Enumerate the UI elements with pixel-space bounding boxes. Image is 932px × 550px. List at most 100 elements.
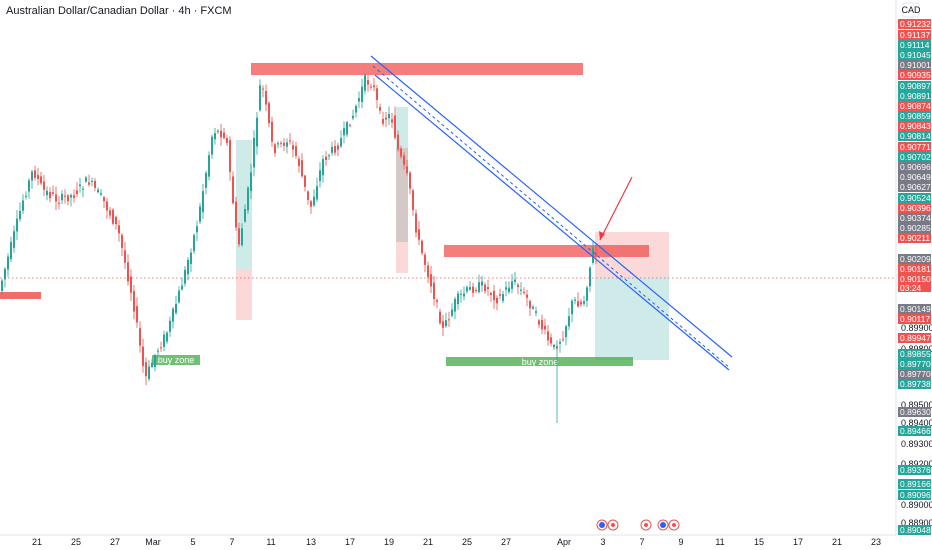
candle-body bbox=[10, 241, 12, 260]
candle-body bbox=[478, 282, 480, 293]
candle-body bbox=[193, 235, 195, 251]
plot-area[interactable]: buy zone buy zone bbox=[0, 55, 896, 531]
candle-body bbox=[244, 209, 246, 222]
buy-zone-right bbox=[446, 357, 633, 366]
price-label: 0.89166 bbox=[900, 479, 931, 489]
event-au-flag bbox=[599, 522, 605, 528]
price-label-bg bbox=[898, 333, 931, 343]
price-label: 0.90209 bbox=[900, 254, 931, 264]
candle-body bbox=[460, 293, 462, 295]
channel-upper-line[interactable] bbox=[370, 55, 733, 358]
price-label: 0.89770 bbox=[900, 359, 931, 369]
price-label: 0.90843 bbox=[900, 121, 931, 131]
candle-body bbox=[247, 187, 249, 211]
candle-body bbox=[7, 256, 9, 270]
candle-body bbox=[430, 274, 432, 287]
price-label-bg bbox=[898, 111, 931, 121]
candle-body bbox=[412, 190, 414, 211]
resistance-zone-top bbox=[251, 63, 583, 75]
short-position-target bbox=[595, 278, 669, 360]
candle-body bbox=[196, 226, 198, 233]
price-label: 0.90285 bbox=[900, 223, 931, 233]
countdown-label: 03:24 bbox=[900, 283, 922, 293]
red-arrow[interactable] bbox=[599, 176, 633, 241]
price-label: 0.89096 bbox=[900, 490, 931, 500]
candle-body bbox=[313, 196, 315, 206]
price-label-bg bbox=[898, 359, 931, 369]
candle-body bbox=[310, 201, 312, 207]
candle-body bbox=[481, 281, 483, 286]
candle-body bbox=[94, 181, 96, 188]
price-label: 0.90702 bbox=[900, 152, 931, 162]
candle-body bbox=[289, 140, 291, 142]
y-tick-label: 0.88900 bbox=[901, 518, 932, 528]
candle-body bbox=[58, 202, 60, 204]
candle-body bbox=[169, 320, 171, 332]
candle-body bbox=[406, 166, 408, 173]
candle-body bbox=[364, 75, 366, 91]
price-label-bg bbox=[898, 203, 931, 213]
candle-body bbox=[427, 265, 429, 278]
price-label: 0.90181 bbox=[900, 264, 931, 274]
candle-body bbox=[301, 160, 303, 177]
candle-body bbox=[25, 195, 27, 197]
candle-body bbox=[19, 211, 21, 220]
currency-badge[interactable] bbox=[902, 2, 920, 18]
candle-body bbox=[529, 301, 531, 309]
time-axis[interactable]: 21 25 27 Mar 5 7 11 13 17 19 21 25 27 Apr 3 7 9 11 15 17 21 2… bbox=[0, 534, 896, 547]
candle-body bbox=[499, 294, 501, 296]
buy-zone-right-label: buy zone bbox=[522, 357, 559, 367]
candle-body bbox=[385, 117, 387, 120]
candle-body bbox=[382, 118, 384, 124]
price-label: 0.90649 bbox=[900, 172, 931, 182]
candle-body bbox=[586, 287, 588, 301]
candle-body bbox=[517, 284, 519, 287]
candle-body bbox=[43, 181, 45, 190]
candle-body bbox=[232, 176, 234, 204]
price-label: 0.90149 bbox=[900, 304, 931, 314]
candle-body bbox=[568, 316, 570, 327]
candle-body bbox=[214, 133, 216, 140]
candle-body bbox=[208, 155, 210, 177]
price-label-bg bbox=[898, 182, 931, 192]
price-axis[interactable]: CAD 0.899000.898000.895000.894000.893000… bbox=[895, 0, 932, 535]
candle-body bbox=[160, 347, 162, 349]
candle-body bbox=[388, 114, 390, 119]
candle-body bbox=[1, 280, 3, 292]
candle-body bbox=[349, 124, 351, 126]
x-tick-label: Apr bbox=[557, 537, 571, 547]
candle-body bbox=[274, 144, 276, 154]
price-label-bg bbox=[898, 479, 931, 489]
price-label-bg bbox=[898, 233, 931, 243]
candle-body bbox=[397, 134, 399, 150]
candle-body bbox=[82, 188, 84, 190]
price-label: 0.89466 bbox=[900, 426, 931, 436]
channel-lower-line[interactable] bbox=[374, 74, 730, 371]
candle-body bbox=[343, 128, 345, 136]
price-label: 0.91045 bbox=[900, 50, 931, 60]
price-label-bg bbox=[898, 152, 931, 162]
candle-body bbox=[55, 194, 57, 202]
red-arrow-head bbox=[599, 231, 605, 240]
candle-body bbox=[328, 155, 330, 157]
candle-body bbox=[352, 115, 354, 119]
candlestick-series bbox=[1, 73, 597, 423]
price-label: 0.90874 bbox=[900, 101, 931, 111]
price-label: 0.90859 bbox=[900, 111, 931, 121]
candle-body bbox=[484, 284, 486, 292]
candle-body bbox=[325, 156, 327, 160]
candle-body bbox=[508, 287, 510, 293]
candle-body bbox=[211, 136, 213, 155]
price-label: 0.90814 bbox=[900, 131, 931, 141]
candle-body bbox=[184, 269, 186, 284]
candle-body bbox=[523, 291, 525, 293]
candle-body bbox=[34, 170, 36, 178]
candle-body bbox=[331, 146, 333, 153]
candle-body bbox=[451, 309, 453, 316]
price-label: 0.90891 bbox=[900, 91, 931, 101]
candle-body bbox=[409, 172, 411, 189]
price-label-bg bbox=[898, 407, 931, 417]
candle-body bbox=[463, 293, 465, 297]
candle-body bbox=[292, 145, 294, 150]
